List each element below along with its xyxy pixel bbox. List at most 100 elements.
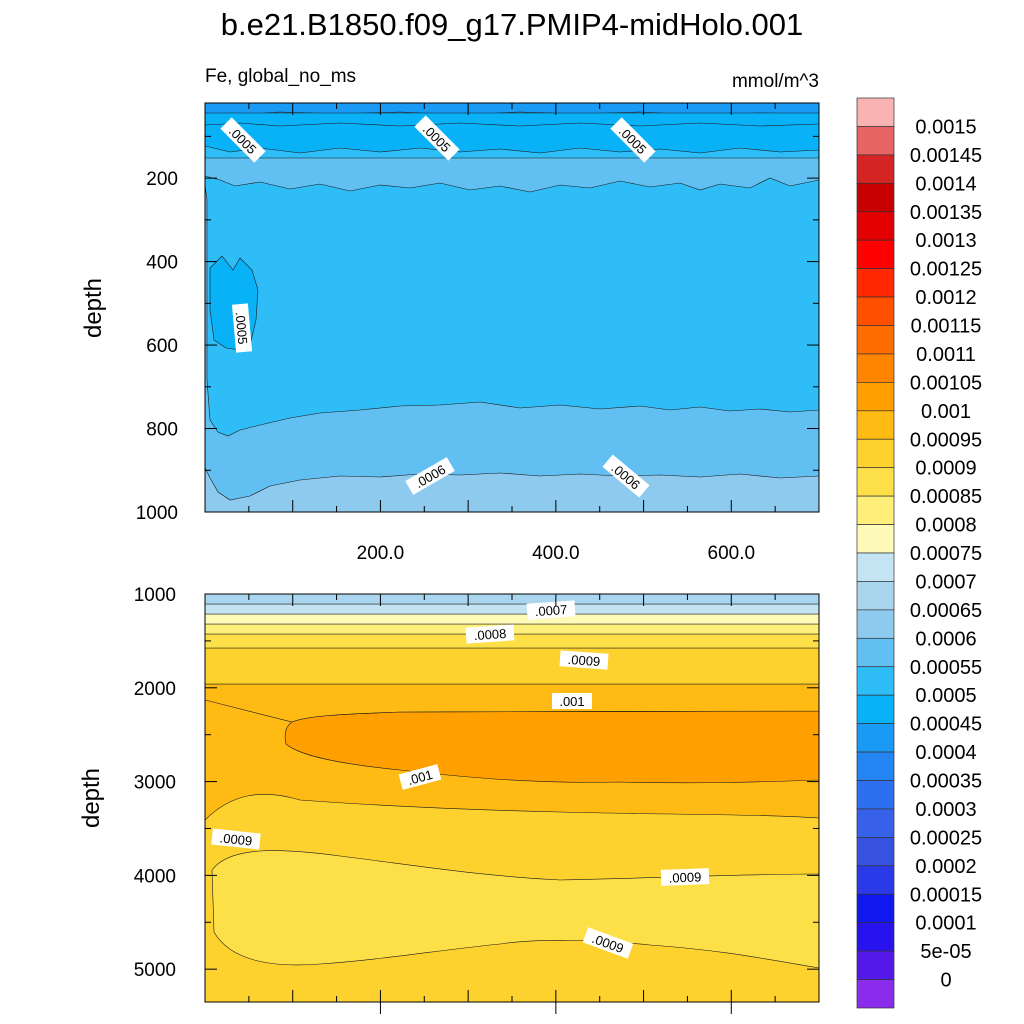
svg-text:.001: .001 [406,767,434,788]
colorbar-level-label: 0.0008 [915,515,976,537]
colorbar-swatch [856,780,895,810]
colorbar-level-label: 0.0002 [915,856,976,878]
colorbar-level-label: 0.00125 [910,259,982,281]
colorbar-swatch [856,495,895,525]
bottom-y-axis-label: depth [78,768,105,828]
colorbar-level-label: 0.0001 [915,913,976,935]
colorbar-swatch [856,893,895,924]
colorbar-swatch [856,126,895,156]
bot-band-0007 [205,603,819,615]
colorbar-level-label: 0.00085 [910,486,982,508]
top-y-axis-label: depth [80,278,107,338]
colorbar-level-label: 0.00145 [910,145,982,167]
bottom-contour-label: .001 [552,693,592,709]
colorbar-swatch [856,808,895,838]
colorbar-swatch [856,438,895,469]
top-contour-label: .0005 [231,303,253,353]
svg-text:.0009: .0009 [567,652,601,669]
bottom-contour-label: .0009 [660,868,710,886]
colorbar-swatch [856,609,895,639]
colorbar-level-label: 0.00095 [910,429,982,451]
figure-title: b.e21.B1850.f09_g17.PMIP4-midHolo.001 [221,7,804,42]
svg-text:.0008: .0008 [473,626,507,643]
colorbar-level-label: 0.0014 [915,173,976,195]
colorbar-level-label: 0.00105 [910,372,982,394]
bot-core-0001 [284,710,819,784]
colorbar-level-label: 0.0003 [915,799,976,821]
colorbar-swatch [856,979,895,1009]
colorbar-swatch [856,97,895,127]
colorbar-level-label: 0.00115 [911,316,982,338]
svg-text:.0009: .0009 [219,830,253,848]
bottom-contour-label: .0009 [211,828,261,850]
colorbar-level-label: 0.0006 [915,628,976,650]
colorbar-level-label: 0.00075 [910,543,982,565]
bottom-ticks: 1000 2000 3000 4000 5000 [134,585,819,1014]
colorbar-swatch [856,837,895,867]
colorbar-swatch [856,751,895,781]
colorbar-swatch [856,552,895,582]
colorbar-swatch [856,694,895,724]
colorbar-swatch [856,524,895,554]
colorbar-level-label: 0.0007 [915,571,976,593]
colorbar-level-label: 0.00015 [910,884,982,906]
top-ytick-label: 800 [146,420,178,441]
top-xtick-label: 400.0 [532,543,580,564]
bottom-contour-label: .0008 [465,624,515,644]
colorbar-swatch [856,268,895,298]
colorbar-level-label: 0.0015 [915,116,976,138]
bottom-contour-label: .0009 [559,650,609,670]
colorbar-swatch [856,296,895,326]
top-ytick-label: 200 [146,169,178,190]
top-xtick-label: 600.0 [708,543,756,564]
colorbar-swatch [856,637,895,668]
units-label: mmol/m^3 [732,71,819,92]
top-subsurface-band [205,157,819,193]
colorbar-swatch [856,467,895,497]
colorbar-level-label: 0 [940,970,951,992]
colorbar-swatch [856,723,895,753]
colorbar-swatch [856,182,895,213]
colorbar-swatch [856,239,895,269]
colorbar-level-label: 0.0005 [915,685,976,707]
top-panel: .0005.0005.0005.0005.0006.0006 200400600… [80,102,820,564]
colorbar-swatch [856,382,895,412]
top-ytick-label: 1000 [136,503,178,524]
colorbar-level-label: 0.00065 [910,600,982,622]
colorbar-swatch [856,950,895,980]
colorbar-level-label: 0.0011 [916,344,976,366]
colorbar-swatch [856,154,895,184]
colorbar-swatch [856,922,895,952]
colorbar: 0.0015 0.00145 0.0014 0.00135 0.0013 0.00125 0… [856,97,982,1009]
svg-text:.001: .001 [559,694,584,709]
colorbar-swatch [856,865,895,895]
colorbar-level-label: 0.0004 [915,742,976,764]
colorbar-swatch [856,666,895,696]
bottom-contour-label: .0007 [526,600,576,620]
variable-label: Fe, global_no_ms [205,66,356,87]
colorbar-level-label: 0.00025 [910,827,982,849]
colorbar-level-label: 0.00055 [910,657,982,679]
colorbar-level-label: 0.0013 [915,230,976,252]
colorbar-level-label: 0.00035 [910,771,982,793]
bottom-panel: .0007.0008.0009.001.001.0009.0009.0009 1… [78,585,820,1014]
bottom-contour-label: .001 [398,764,442,790]
bot-band-0009-top [205,647,819,685]
top-ticks: 200 400 600 800 1000 200.0 400.0 600.0 [136,103,819,564]
colorbar-level-label: 0.001 [921,401,971,423]
top-upper-band-045 [205,117,819,154]
svg-text:.0007: .0007 [534,602,568,619]
top-xtick-label: 200.0 [357,543,405,564]
colorbar-level-label: 0.0012 [915,287,976,309]
bottom-ytick-label: 4000 [134,866,176,887]
colorbar-swatch [856,581,895,611]
bottom-ytick-label: 1000 [134,585,176,606]
bot-band-00075 [205,613,819,625]
bottom-ytick-label: 5000 [134,960,176,981]
top-surface-band-045 [205,112,819,127]
colorbar-level-label: 0.00045 [910,714,982,736]
svg-text:.0005: .0005 [233,311,251,345]
top-mid-low-patch [209,255,259,351]
colorbar-level-label: 0.00135 [910,202,982,224]
